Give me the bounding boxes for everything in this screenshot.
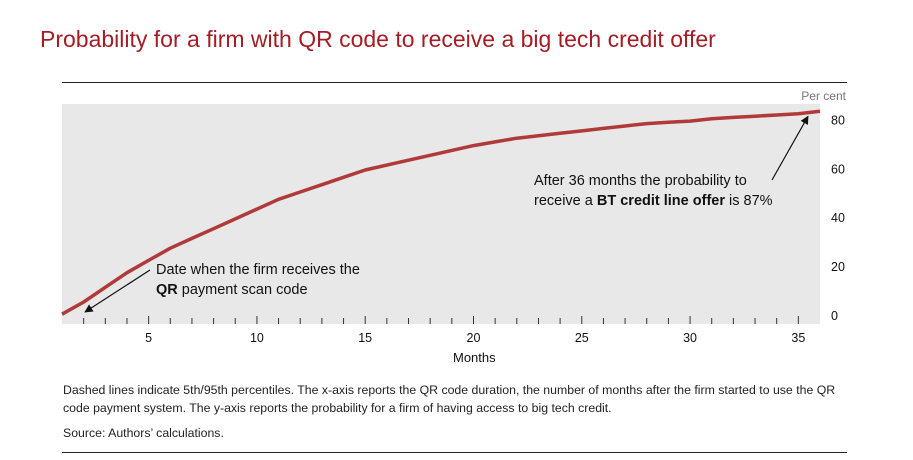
x-axis-label: Months <box>453 350 496 365</box>
annotation-36-months-line1: After 36 months the probability to <box>534 173 747 189</box>
probability-line <box>61 109 821 316</box>
y-tick-label: 20 <box>831 260 845 274</box>
annotation-36-months-line2: receive a BT credit line offer is 87% <box>534 193 773 209</box>
annotation-arrow-qr-date <box>84 269 151 313</box>
y-axis-tick-labels: 0 20 40 60 80 <box>831 113 845 323</box>
plot-area <box>62 104 820 324</box>
annotation-qr-date: Date when the firm receives the QR payme… <box>156 260 360 300</box>
x-tick-label: 5 <box>145 331 152 345</box>
annotation-36-months: After 36 months the probability to recei… <box>534 171 773 211</box>
x-tick-label: 30 <box>683 331 697 345</box>
top-rule <box>62 82 847 83</box>
annotation-qr-date-line1: Date when the firm receives the <box>156 262 360 278</box>
y-tick-label: 80 <box>831 113 845 127</box>
y-axis-unit-label: Per cent <box>801 89 846 103</box>
source-note: Source: Authors’ calculations. <box>63 426 224 440</box>
x-tick-label: 20 <box>467 331 481 345</box>
x-axis-ticks <box>83 316 799 324</box>
chart-title: Probability for a firm with QR code to r… <box>40 26 716 52</box>
x-tick-label: 35 <box>791 331 805 345</box>
x-tick-label: 25 <box>575 331 589 345</box>
x-tick-label: 10 <box>250 331 264 345</box>
annotation-qr-date-line2: QR payment scan code <box>156 282 308 298</box>
annotation-arrow-36-months <box>771 115 809 181</box>
x-tick-label: 15 <box>358 331 372 345</box>
x-axis-tick-labels: 5 10 15 20 25 30 35 <box>145 331 805 345</box>
y-tick-label: 40 <box>831 211 845 225</box>
y-tick-label: 0 <box>831 309 838 323</box>
line-chart: 5 10 15 20 25 30 35 0 20 40 60 80 Per cent Months <box>61 89 847 365</box>
bottom-rule <box>62 452 847 453</box>
footnote: Dashed lines indicate 5th/95th percentil… <box>63 383 836 415</box>
y-tick-label: 60 <box>831 162 845 176</box>
